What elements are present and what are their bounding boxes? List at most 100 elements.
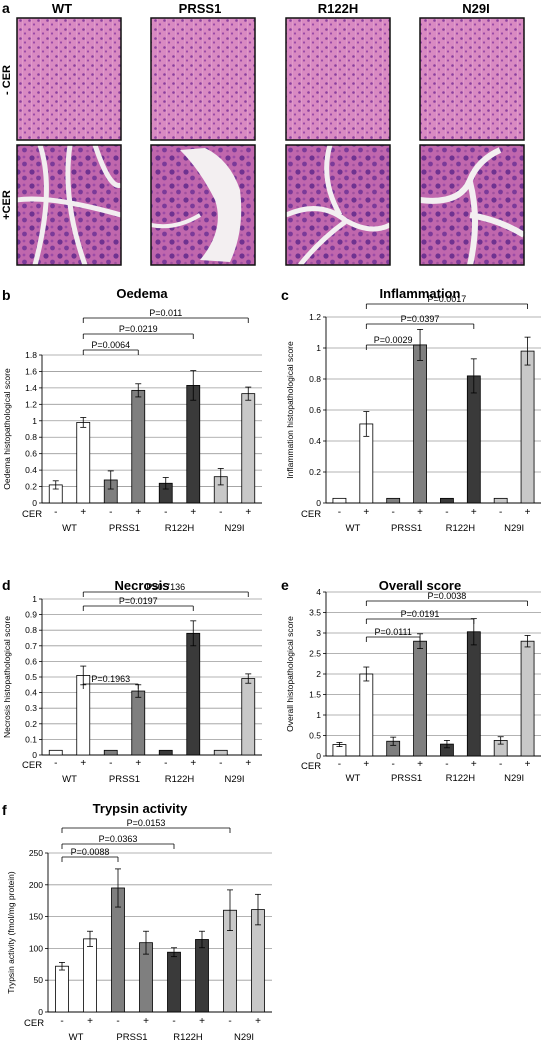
cer-sign: + [245, 758, 251, 769]
chart-title-trypsin-activity: Trypsin activity [93, 801, 188, 816]
x-group-label-n29i: N29I [224, 774, 244, 785]
y-tick-label: 0.2 [309, 467, 321, 477]
cer-sign: - [338, 507, 341, 518]
y-tick-label: 0.8 [25, 432, 37, 442]
y-tick-label: 0 [316, 498, 321, 508]
y-tick-label: 250 [29, 848, 43, 858]
p-value-label: P=0.1963 [91, 674, 130, 684]
cer-sign: + [255, 1016, 261, 1027]
chart-title-necrosis: Necrosis [115, 578, 170, 593]
cer-sign: - [228, 1016, 231, 1027]
cer-sign: - [164, 507, 167, 518]
bar-r122h-minus-cer [167, 951, 181, 1013]
cer-sign: - [60, 1016, 63, 1027]
bar-r122h-plus-cer [186, 385, 201, 504]
y-tick-label: 2 [316, 669, 321, 679]
y-tick-label: 0.9 [25, 610, 37, 620]
y-tick-label: 50 [34, 975, 44, 985]
panel-letter-c: c [281, 287, 289, 303]
cer-label: CER [22, 760, 42, 771]
cer-sign: + [190, 758, 196, 769]
micrograph-r122h-plus-cer [284, 144, 392, 267]
bar-prss1-minus-cer [386, 497, 401, 504]
micrograph-r122h-minus-cer [285, 17, 391, 141]
x-group-label-wt: WT [62, 774, 77, 785]
x-group-label-r122h: R122H [173, 1032, 203, 1043]
y-tick-label: 1.2 [25, 399, 37, 409]
x-group-label-r122h: R122H [446, 523, 476, 534]
y-tick-label: 0.4 [309, 436, 321, 446]
cer-sign: + [143, 1016, 149, 1027]
y-tick-label: 200 [29, 880, 43, 890]
micrograph-panel: a WT PRSS1 R122H N29I - CER +CER [1, 0, 526, 267]
bar-wt-plus-cer [359, 673, 374, 757]
y-tick-label: 0.3 [25, 703, 37, 713]
chart-oedema: b Oedema 0 0.2 0.4 0.6 0.8 1 1.2 1.4 1.6 1.8 Oedema … [2, 286, 262, 534]
y-tick-label: 2.5 [309, 649, 321, 659]
bar-prss1-plus-cer [131, 690, 146, 756]
y-tick-label: 3.5 [309, 608, 321, 618]
cer-sign: + [417, 507, 423, 518]
y-tick-label: 150 [29, 912, 43, 922]
x-group-label-r122h: R122H [446, 773, 476, 784]
p-value-label: P=0.0191 [401, 609, 440, 619]
panel-letter-f: f [2, 802, 7, 818]
p-value-label: P=0.0038 [428, 591, 467, 601]
panel-letter-e: e [281, 577, 289, 593]
bar-n29i-plus-cer [520, 640, 535, 757]
micrograph-n29i-minus-cer [419, 17, 525, 141]
x-group-label-n29i: N29I [234, 1032, 254, 1043]
x-group-label-prss1: PRSS1 [109, 774, 140, 785]
cer-sign: + [80, 507, 86, 518]
cer-sign: - [445, 507, 448, 518]
y-tick-label: 100 [29, 943, 43, 953]
y-tick-label: 4 [316, 587, 321, 597]
p-value-label: P=0.0111 [374, 627, 411, 637]
p-value-label: P=0.0017 [428, 294, 467, 304]
y-axis-label: Necrosis histopathological score [2, 616, 12, 738]
y-axis-label: Trypsin activity (fmol/mg protein) [6, 871, 16, 994]
p-value-label: P=0.0363 [99, 834, 138, 844]
micrograph-wt-minus-cer [16, 17, 122, 141]
y-tick-label: 0.5 [25, 672, 37, 682]
micrograph-column-label-wt: WT [52, 1, 72, 16]
bar-wt-plus-cer [83, 938, 97, 1013]
cer-sign: + [87, 1016, 93, 1027]
bar-wt-minus-cer [48, 749, 63, 756]
cer-label: CER [22, 509, 42, 520]
micrograph-row-label-plus-cer: +CER [1, 190, 13, 220]
y-tick-label: 1.2 [309, 312, 321, 322]
panel-letter-b: b [2, 287, 11, 303]
p-value-label: P=0.0029 [374, 335, 413, 345]
chart-trypsin-activity: f Trypsin activity 0 50 100 150 200 250 Trypsin … [2, 801, 272, 1043]
cer-sign: + [135, 758, 141, 769]
cer-sign: - [338, 759, 341, 770]
y-tick-label: 0.4 [25, 465, 37, 475]
p-value-label: P=0.0397 [401, 314, 440, 324]
bar-r122h-plus-cer [186, 632, 201, 756]
p-value-label: P=0.0197 [119, 596, 158, 606]
x-group-label-wt: WT [345, 523, 360, 534]
x-group-label-r122h: R122H [165, 774, 195, 785]
x-group-label-n29i: N29I [504, 773, 524, 784]
cer-sign: - [109, 507, 112, 518]
bar-prss1-minus-cer [103, 749, 118, 756]
micrograph-row-label-minus-cer: - CER [1, 65, 13, 95]
y-tick-label: 0 [316, 751, 321, 761]
cer-sign: - [392, 507, 395, 518]
y-tick-label: 0.2 [25, 719, 37, 729]
x-group-label-n29i: N29I [504, 523, 524, 534]
cer-label: CER [24, 1018, 44, 1029]
y-tick-label: 0 [32, 498, 37, 508]
bar-n29i-plus-cer [241, 678, 256, 756]
y-tick-label: 0.8 [309, 374, 321, 384]
y-tick-label: 0.5 [309, 731, 321, 741]
y-tick-label: 0.2 [25, 482, 37, 492]
micrograph-wt-plus-cer [16, 144, 123, 266]
cer-sign: + [363, 759, 369, 770]
y-tick-label: 0.6 [25, 656, 37, 666]
bar-n29i-plus-cer [520, 350, 535, 504]
y-tick-label: 1 [316, 710, 321, 720]
